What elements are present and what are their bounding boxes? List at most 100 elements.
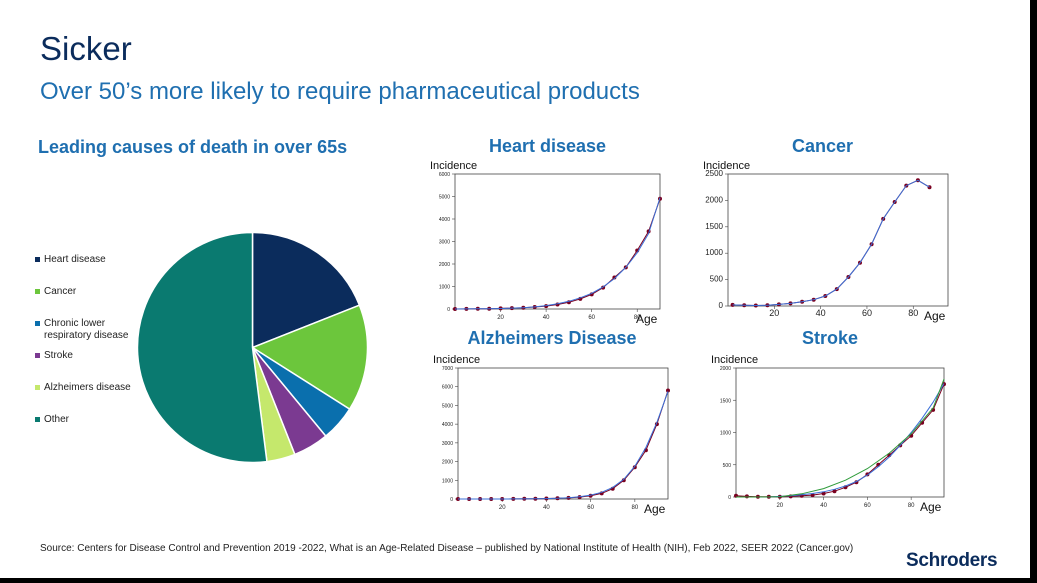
alzheimers-disease-series-observed [458,390,669,500]
alzheimers-disease-ytick-label: 3000 [442,441,453,447]
cancer-chart: Cancer 0 500 1000 1500 2000 2500 20 40 60 80 Incid… [700,136,950,326]
heart-disease-xtick-label: 80 [634,315,641,321]
cancer-xtick-label: 80 [908,308,918,318]
stroke-series-fit [736,383,945,498]
pie-chart [136,231,369,464]
stroke-series-trend [736,378,945,498]
stroke-chart-title: Stroke [801,328,859,348]
stroke-xlabel: Age [920,500,942,514]
stroke-plot: 0 500 1000 1500 2000 20 40 60 80 Incidence Age [711,354,946,514]
alzheimers-disease-ytick-label: 5000 [442,403,453,409]
cancer-xtick-label: 20 [769,308,779,318]
alzheimers-disease-ytick-label: 1000 [442,478,453,484]
slide-frame-bottom [0,578,1037,583]
heart-disease-series-fit [454,197,661,310]
stroke-ylabel: Incidence [711,354,758,366]
alzheimers-disease-ytick-label: 7000 [442,366,453,372]
legend-swatch-other [35,417,40,422]
heart-disease-series-observed [454,198,661,310]
pie-slice-cancer [250,304,369,411]
legend-swatch-chronic-lower-respiratory [35,321,40,326]
pie-slice-heart-disease [251,231,361,349]
stroke-data-point [821,491,826,496]
brand-logo: Schroders [906,550,998,571]
stroke-data-point [832,489,837,494]
page-title: Sicker [40,30,132,67]
alzheimers-disease-ytick-label: 0 [450,497,453,503]
alzheimers-plot: 0 1000 2000 3000 4000 5000 6000 7000 20 40 60 80 Inc… [433,354,670,516]
heart-disease-ytick-label: 4000 [439,217,450,223]
alzheimers-chart-title: Alzheimers Disease [467,328,637,348]
alzheimers-disease-xtick-label: 80 [631,505,638,511]
cancer-ytick-label: 500 [710,275,724,284]
pie-chart-title: Leading causes of death in over 65s [38,137,348,157]
stroke-ytick-label: 1000 [720,431,731,437]
legend-swatch-heart-disease [35,257,40,262]
alzheimers-disease-ytick-label: 2000 [442,460,453,466]
stroke-xtick-label: 60 [864,503,871,509]
cancer-ytick-label: 2000 [705,195,723,204]
alzheimers-disease-xtick-label: 60 [587,505,594,511]
alzheimers-disease-data-point [621,478,626,483]
stroke-xtick-label: 20 [776,503,783,509]
stroke-ytick-label: 500 [723,463,732,469]
heart-disease-ytick-label: 2000 [439,262,450,268]
heart-disease-xlabel: Age [636,312,658,326]
stroke-ytick-label: 0 [728,495,731,501]
cancer-xlabel: Age [924,309,946,323]
source-citation: Source: Centers for Disease Control and … [40,543,854,554]
stroke-data-point [744,494,749,499]
stroke-ytick-label: 1500 [720,398,731,404]
alzheimers-disease-xlabel: Age [644,502,666,516]
heart-disease-chart-title: Heart disease [488,136,607,156]
cancer-ytick-label: 2500 [705,169,723,178]
pie-slice-other [136,231,268,464]
heart-disease-ytick-label: 0 [447,307,450,313]
alzheimers-disease-plot-frame [457,367,669,500]
legend-swatch-stroke [35,353,40,358]
stroke-xtick-label: 80 [908,503,915,509]
cancer-plot-frame [727,173,949,307]
heart-disease-xtick-label: 60 [588,315,595,321]
heart-disease-plot: 0 1000 2000 3000 4000 5000 6000 20 40 60 80 Inciden… [430,160,662,326]
cancer-series-observed [732,179,930,307]
legend-swatch-cancer [35,289,40,294]
heart-disease-ytick-label: 1000 [439,285,450,291]
legend-label-stroke: Stroke [44,350,73,361]
cancer-xtick-label: 60 [862,308,872,318]
heart-disease-ytick-label: 6000 [439,172,450,178]
page-subtitle: Over 50’s more likely to require pharmac… [40,78,640,105]
heart-disease-ytick-label: 3000 [439,240,450,246]
heart-disease-ytick-label: 5000 [439,195,450,201]
legend-label-cancer: Cancer [44,286,77,297]
heart-disease-chart: Heart disease 0 1000 2000 3000 4000 5000 6000 2… [425,136,670,326]
stroke-xtick-label: 40 [820,503,827,509]
heart-disease-plot-frame [454,173,661,310]
cancer-data-point [730,302,735,307]
alzheimers-disease-ylabel: Incidence [433,354,480,366]
legend-label-heart-disease: Heart disease [44,254,106,265]
legend-label-alzheimers: Alzheimers disease [44,382,131,393]
legend-label-chronic-lower-respiratory: Chronic lower respiratory disease [44,318,129,341]
cancer-plot: 0 500 1000 1500 2000 2500 20 40 60 80 Incidence Age [703,160,949,323]
cancer-ytick-label: 1000 [705,248,723,257]
stroke-ytick-label: 2000 [720,366,731,372]
cancer-ytick-label: 1500 [705,222,723,231]
legend-swatch-alzheimers [35,385,40,390]
alzheimers-disease-series-fit [458,391,669,500]
slide-frame-right [1030,0,1037,583]
alzheimers-disease-xtick-label: 40 [543,505,550,511]
heart-disease-xtick-label: 40 [543,315,550,321]
alzheimers-disease-data-point [666,388,670,393]
legend-label-other: Other [44,414,70,425]
heart-disease-data-point [612,275,617,280]
alzheimers-disease-xtick-label: 20 [499,505,506,511]
stroke-series-observed [735,383,945,498]
cancer-chart-title: Cancer [791,136,854,156]
cancer-series-fit [732,179,930,307]
cancer-ytick-label: 0 [719,301,724,310]
stroke-chart: Stroke 0 500 1000 1500 2000 20 40 60 80 Incidence… [710,328,950,518]
alzheimers-disease-ytick-label: 4000 [442,422,453,428]
heart-disease-xtick-label: 20 [497,315,504,321]
alzheimers-disease-ytick-label: 6000 [442,385,453,391]
